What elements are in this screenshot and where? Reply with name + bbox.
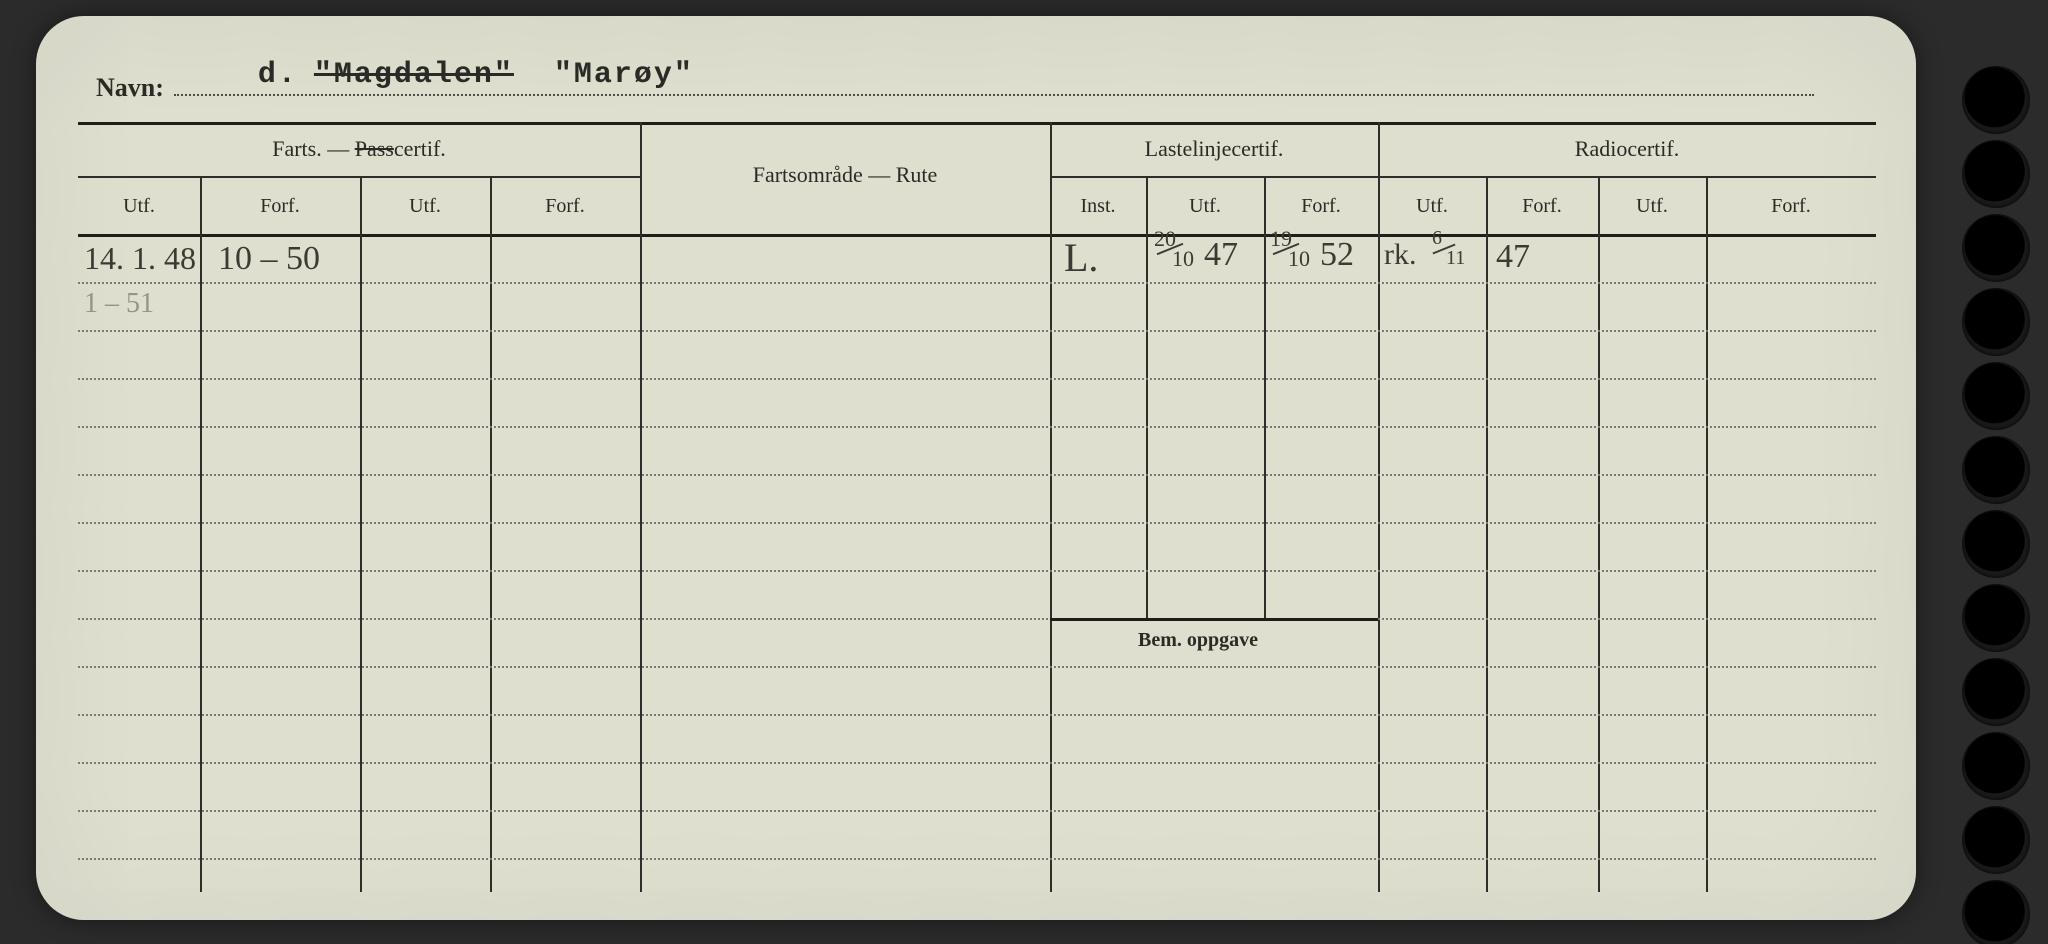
sub-laste-forf: Forf. bbox=[1264, 196, 1378, 216]
row-guide bbox=[78, 570, 1876, 572]
rule-v-c8 bbox=[1264, 176, 1266, 618]
rule-top bbox=[78, 122, 1876, 125]
entry-laste-forf-yr: 52 bbox=[1320, 238, 1354, 272]
sub-farts-forf2: Forf. bbox=[490, 196, 640, 216]
row-guide bbox=[78, 618, 1876, 620]
sub-farts-utf2: Utf. bbox=[360, 196, 490, 216]
row-guide bbox=[78, 858, 1876, 860]
rule-header-bottom bbox=[78, 234, 1876, 237]
entry-laste-utf-yr: 47 bbox=[1204, 238, 1238, 272]
punch-hole bbox=[1962, 362, 2030, 430]
punch-hole bbox=[1962, 436, 2030, 504]
sub-laste-utf: Utf. bbox=[1146, 196, 1264, 216]
punch-hole bbox=[1962, 880, 2030, 944]
hdr-farts-right: certif. bbox=[394, 136, 446, 161]
sub-laste-inst: Inst. bbox=[1050, 196, 1146, 216]
row-guide bbox=[78, 378, 1876, 380]
bem-divider bbox=[1050, 618, 1378, 621]
punch-hole bbox=[1962, 806, 2030, 874]
navn-row: Navn: d. "Magdalen" "Marøy" bbox=[96, 60, 1856, 112]
entry-farts-forf1: 10 – 50 bbox=[218, 242, 320, 276]
row-guide bbox=[78, 282, 1876, 284]
rule-v-c7 bbox=[1146, 176, 1148, 618]
scan-background: Navn: d. "Magdalen" "Marøy" bbox=[0, 0, 2048, 944]
rule-h-mid-left bbox=[78, 176, 640, 178]
sub-radio-utf2: Utf. bbox=[1598, 196, 1706, 216]
punch-hole bbox=[1962, 732, 2030, 800]
row-guide bbox=[78, 714, 1876, 716]
rule-v-c6 bbox=[1050, 122, 1052, 892]
punch-holes bbox=[1938, 16, 2048, 920]
entry-laste-forf: 19 10 52 bbox=[1270, 234, 1380, 278]
sub-farts-utf1: Utf. bbox=[78, 196, 200, 216]
row-guide bbox=[78, 330, 1876, 332]
hdr-fartsomrade: Fartsområde — Rute bbox=[640, 164, 1050, 186]
punch-hole bbox=[1962, 66, 2030, 134]
punch-hole bbox=[1962, 288, 2030, 356]
navn-field: d. "Magdalen" "Marøy" bbox=[174, 60, 1814, 96]
entry-laste-forf-bot: 10 bbox=[1288, 248, 1310, 270]
hdr-farts: Farts. — Passcertif. bbox=[78, 138, 640, 160]
hdr-lastelinje: Lastelinjecertif. bbox=[1050, 138, 1378, 160]
sub-radio-utf1: Utf. bbox=[1378, 196, 1486, 216]
certificate-table: Farts. — Passcertif. Fartsområde — Rute … bbox=[78, 122, 1876, 892]
row-guide bbox=[78, 522, 1876, 524]
row-guide bbox=[78, 762, 1876, 764]
entry-farts-utf1: 14. 1. 48 bbox=[84, 242, 196, 274]
rule-h-mid-right bbox=[1050, 176, 1876, 178]
entry-radio-utf1-btop: 6 bbox=[1432, 228, 1442, 248]
row-guide bbox=[78, 810, 1876, 812]
row-guide bbox=[78, 666, 1876, 668]
rule-v-c5 bbox=[640, 122, 642, 892]
punch-hole bbox=[1962, 658, 2030, 726]
hdr-radio: Radiocertif. bbox=[1378, 138, 1876, 160]
entry-laste-utf: 20 10 47 bbox=[1154, 234, 1264, 278]
index-card: Navn: d. "Magdalen" "Marøy" bbox=[36, 16, 1916, 920]
punch-hole bbox=[1962, 510, 2030, 578]
sub-radio-forf2: Forf. bbox=[1706, 196, 1876, 216]
entry-laste-inst: L. bbox=[1064, 238, 1098, 278]
navn-prefix: d. bbox=[258, 60, 298, 90]
entry-radio-utf1-a: rk. bbox=[1384, 240, 1417, 270]
navn-struck: "Magdalen" bbox=[314, 60, 514, 90]
entry-laste-utf-bot: 10 bbox=[1172, 248, 1194, 270]
entry-radio-forf1: 47 bbox=[1496, 240, 1530, 274]
punch-hole bbox=[1962, 214, 2030, 282]
hdr-farts-left: Farts. — bbox=[272, 136, 349, 161]
row-guide bbox=[78, 474, 1876, 476]
navn-label: Navn: bbox=[96, 73, 164, 102]
entry-radio-utf1: rk. 6 11 bbox=[1384, 234, 1494, 278]
entry-radio-utf1-bbot: 11 bbox=[1446, 248, 1465, 268]
sub-farts-forf1: Forf. bbox=[200, 196, 360, 216]
punch-hole bbox=[1962, 584, 2030, 652]
hdr-farts-struck: Pass bbox=[355, 136, 394, 161]
row-guide bbox=[78, 426, 1876, 428]
navn-current: "Marøy" bbox=[554, 60, 694, 90]
bem-label: Bem. oppgave bbox=[1138, 630, 1258, 650]
sub-radio-forf1: Forf. bbox=[1486, 196, 1598, 216]
entry2-farts-utf1: 1 – 51 bbox=[84, 290, 154, 318]
punch-hole bbox=[1962, 140, 2030, 208]
